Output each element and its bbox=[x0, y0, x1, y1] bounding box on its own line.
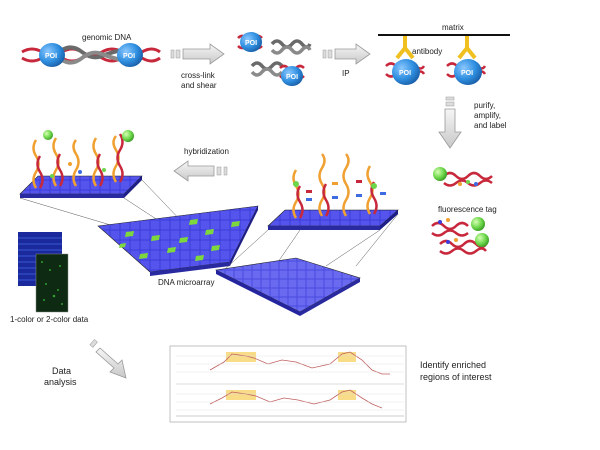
genomic-dna-label: genomic DNA bbox=[82, 33, 132, 42]
crosslink-label-1: cross-link bbox=[181, 71, 216, 80]
dna-strand-gray bbox=[60, 45, 123, 60]
poi-protein bbox=[240, 32, 262, 52]
fluorescent-tag bbox=[433, 167, 447, 181]
enriched-region bbox=[226, 390, 256, 400]
fluorescence-tag-label: fluorescence tag bbox=[438, 205, 497, 214]
color-data-label: 1-color or 2-color data bbox=[10, 315, 89, 324]
purify-label-2: amplify, bbox=[474, 111, 501, 120]
antibody-shape bbox=[457, 36, 477, 60]
color-data-images bbox=[18, 232, 69, 313]
poi-protein bbox=[117, 43, 143, 67]
antibody-shape bbox=[395, 36, 415, 60]
hybridized-slide-left bbox=[19, 130, 143, 198]
two-color-image bbox=[35, 253, 69, 313]
enriched-region bbox=[226, 352, 256, 362]
enriched-region bbox=[338, 352, 356, 362]
poi-protein bbox=[281, 66, 303, 86]
hybridization-label: hybridization bbox=[184, 147, 229, 156]
poi-label: POI bbox=[461, 70, 473, 77]
dna-microarray-small bbox=[215, 257, 361, 316]
dna-microarray-label: DNA microarray bbox=[158, 278, 214, 287]
identify-label-1: Identify enriched bbox=[420, 360, 486, 370]
poi-label: POI bbox=[286, 74, 298, 81]
purify-label-1: purify, bbox=[474, 101, 495, 110]
poi-label: POI bbox=[399, 70, 411, 77]
purify-label-3: and label bbox=[474, 121, 507, 130]
ip-arrow bbox=[322, 43, 371, 65]
antibody-label: antibody bbox=[412, 47, 442, 56]
poi-label: POI bbox=[245, 40, 257, 47]
identify-label-2: regions of interest bbox=[420, 372, 492, 382]
enriched-region bbox=[338, 390, 356, 400]
data-analysis-label-1: Data bbox=[52, 366, 71, 376]
poi-protein bbox=[454, 59, 482, 85]
data-analysis-arrow bbox=[89, 339, 127, 379]
ip-label: IP bbox=[342, 69, 350, 78]
hybridization-arrow bbox=[173, 160, 228, 182]
fluorescent-tag bbox=[475, 233, 489, 247]
poi-protein bbox=[392, 59, 420, 85]
zoom-lines-right bbox=[223, 213, 399, 271]
genomic-dna-group: genomic DNA POI POI bbox=[21, 33, 161, 67]
poi-label: POI bbox=[45, 53, 57, 60]
crosslink-arrow bbox=[170, 43, 225, 65]
dna-strand-gray-2 bbox=[60, 50, 123, 65]
hybridized-slide-right bbox=[267, 153, 399, 230]
sheared-fragments-group: POI POI bbox=[237, 32, 312, 86]
dna-microarray-large bbox=[97, 205, 259, 276]
poi-label: POI bbox=[123, 53, 135, 60]
matrix-label: matrix bbox=[442, 23, 464, 32]
crosslink-label-2: and shear bbox=[181, 81, 217, 90]
analysis-plot-panel bbox=[169, 345, 407, 423]
signal-track-top bbox=[209, 351, 390, 375]
matrix-antibody-group: matrix antibody POI POI bbox=[378, 23, 510, 85]
signal-track-bottom bbox=[209, 389, 383, 409]
poi-protein bbox=[39, 43, 65, 67]
fluorescent-tag bbox=[471, 217, 485, 231]
data-analysis-label-2: analysis bbox=[44, 377, 77, 387]
fluorescence-tag-group: fluorescence tag bbox=[431, 167, 497, 255]
purify-arrow bbox=[438, 96, 462, 149]
